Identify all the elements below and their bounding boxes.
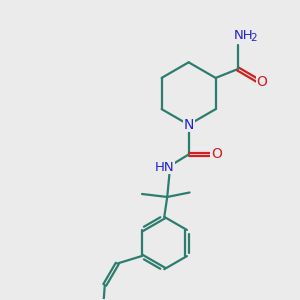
Text: N: N xyxy=(184,118,194,132)
Text: NH: NH xyxy=(233,29,253,42)
Text: 2: 2 xyxy=(250,33,257,43)
Text: O: O xyxy=(256,75,267,89)
Text: O: O xyxy=(211,148,222,161)
Text: HN: HN xyxy=(154,161,174,174)
